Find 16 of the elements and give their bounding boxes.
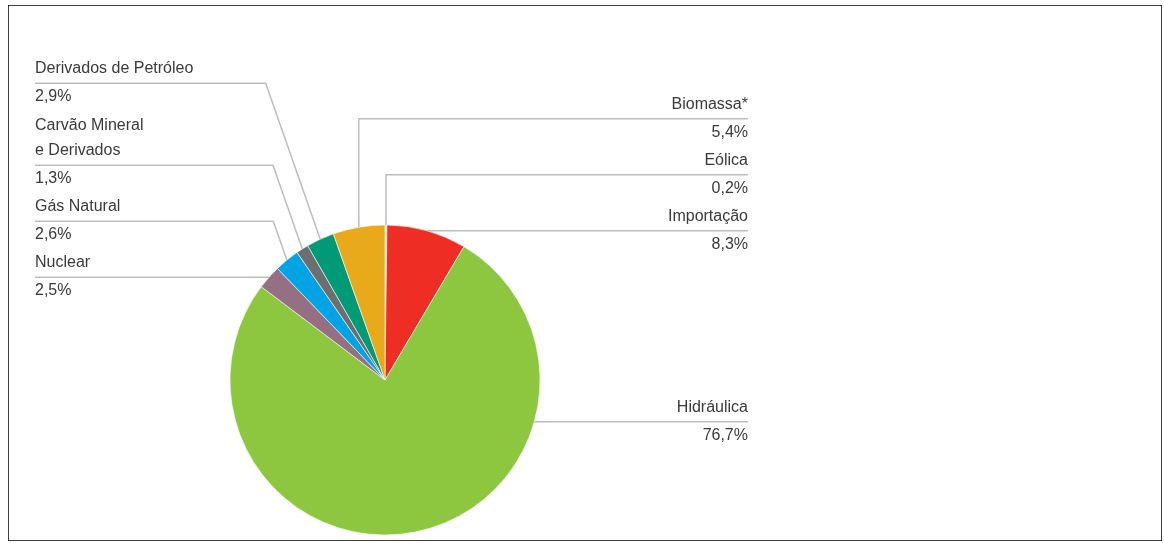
slice-label: Nuclear (35, 253, 91, 271)
data-label: 2,5% (35, 281, 72, 299)
data-label: 2,9% (35, 87, 72, 105)
data-label: 76,7% (702, 425, 748, 443)
data-label: 0,2% (711, 178, 748, 196)
slice-label: Hidráulica (676, 397, 749, 415)
slice-label: Importação (667, 206, 749, 224)
slice-label: Carvão Mineral e Derivados (35, 116, 144, 159)
data-label: 5,4% (711, 122, 748, 140)
data-label: 8,3% (711, 234, 748, 252)
slice-label: Gás Natural (35, 197, 121, 215)
data-label: 2,6% (35, 225, 72, 243)
slice-label: Eólica (704, 150, 749, 168)
slice-label: Biomassa* (671, 94, 748, 112)
slice-label: Derivados de Petróleo (35, 59, 194, 77)
data-label: 1,3% (35, 169, 72, 187)
